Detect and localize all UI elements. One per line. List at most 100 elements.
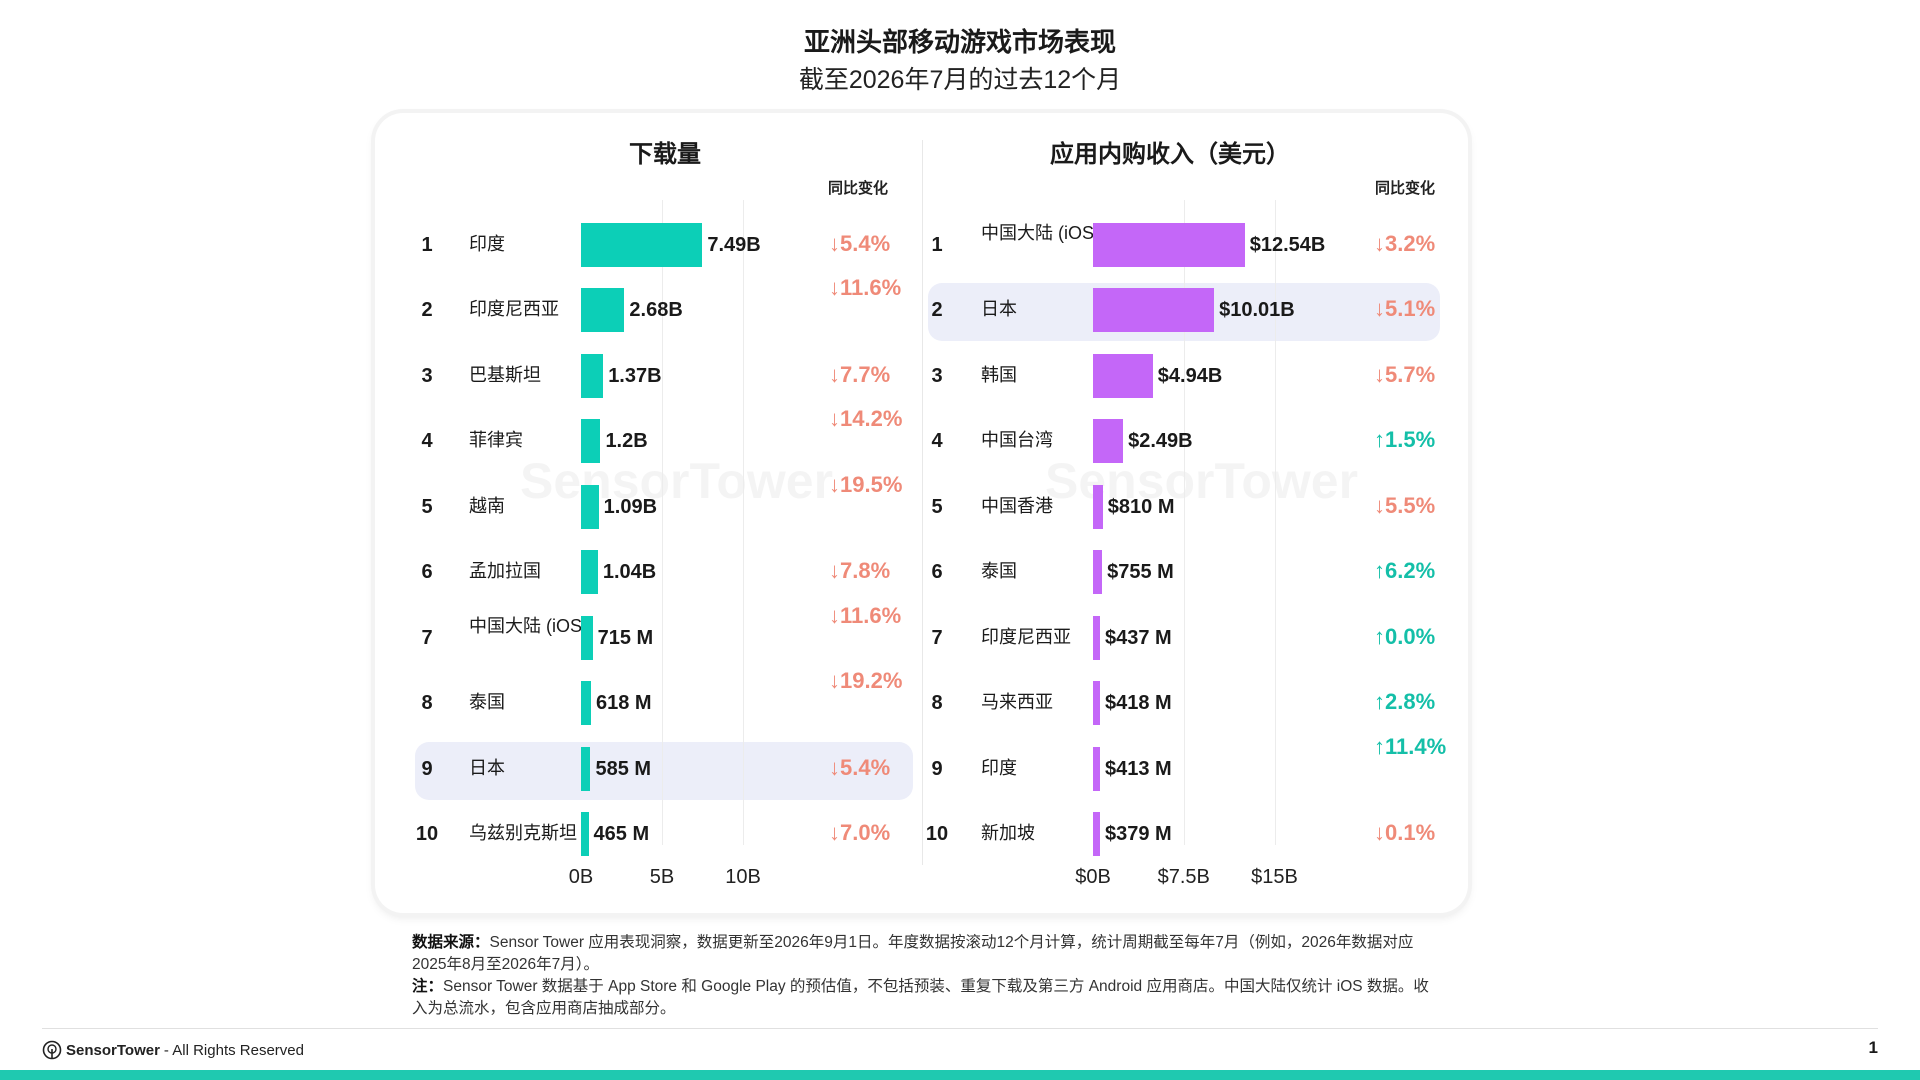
revenue-rank: 10 bbox=[925, 823, 949, 845]
downloads-x-tick-label: 10B bbox=[725, 866, 761, 888]
revenue-value-label: $12.54B bbox=[1249, 234, 1326, 256]
note-label: 注： bbox=[412, 978, 444, 995]
revenue-x-tick-label: $7.5B bbox=[1157, 866, 1210, 888]
downloads-country-label: 菲律宾 bbox=[469, 430, 523, 450]
revenue-yoy-change: ↓0.1% bbox=[1374, 820, 1436, 845]
revenue-country-label: 中国香港 bbox=[981, 496, 1053, 516]
revenue-rank: 6 bbox=[931, 561, 943, 583]
revenue-country-label: 中国台湾 bbox=[981, 430, 1053, 450]
revenue-value-label: $755 M bbox=[1107, 561, 1174, 583]
revenue-bar bbox=[1093, 419, 1124, 463]
downloads-value-label: 1.09B bbox=[603, 496, 658, 518]
downloads-country-label: 越南 bbox=[469, 496, 505, 516]
downloads-rank: 7 bbox=[421, 627, 433, 649]
downloads-yoy-change: ↓7.7% bbox=[829, 362, 891, 387]
revenue-bar bbox=[1093, 288, 1215, 332]
downloads-panel-title: 下载量 bbox=[629, 141, 701, 168]
downloads-highlight-row bbox=[415, 742, 913, 800]
downloads-country-label: 泰国 bbox=[469, 692, 505, 712]
downloads-value-label: 618 M bbox=[596, 692, 652, 714]
revenue-country-label: 印度 bbox=[981, 758, 1017, 778]
panel-divider bbox=[922, 140, 923, 865]
revenue-value-label: $437 M bbox=[1105, 627, 1172, 649]
downloads-bar bbox=[581, 550, 598, 594]
revenue-value-label: $418 M bbox=[1105, 692, 1172, 714]
downloads-country-label: 印度 bbox=[469, 234, 505, 254]
downloads-value-label: 1.37B bbox=[608, 365, 662, 387]
revenue-bar bbox=[1093, 747, 1100, 791]
page-subtitle: 截至2026年7月的过去12个月 bbox=[798, 66, 1122, 94]
downloads-yoy-change: ↓7.0% bbox=[829, 820, 891, 845]
downloads-rank: 10 bbox=[415, 823, 439, 845]
downloads-bar bbox=[581, 485, 599, 529]
revenue-country-label: 韩国 bbox=[981, 365, 1017, 385]
revenue-value-label: $10.01B bbox=[1219, 299, 1295, 321]
revenue-yoy-change: ↑1.5% bbox=[1374, 427, 1436, 452]
revenue-gridline bbox=[1274, 200, 1276, 845]
revenue-rank: 3 bbox=[931, 365, 943, 387]
disclaimer-note: 注：Sensor Tower 数据基于 App Store 和 Google P… bbox=[412, 976, 1442, 1020]
downloads-value-label: 1.04B bbox=[602, 561, 657, 583]
downloads-value-label: 715 M bbox=[597, 627, 654, 649]
revenue-rank: 9 bbox=[931, 758, 943, 780]
downloads-x-tick-label: 5B bbox=[649, 866, 675, 888]
revenue-country-label: 中国大陆 (iOS) bbox=[981, 223, 1100, 243]
downloads-value-label: 465 M bbox=[593, 823, 650, 845]
downloads-rank: 8 bbox=[421, 692, 433, 714]
downloads-yoy-change: ↓14.2% bbox=[829, 406, 903, 431]
downloads-yoy-header: 同比变化 bbox=[828, 180, 889, 197]
downloads-yoy-change: ↓11.6% bbox=[829, 275, 902, 300]
revenue-value-label: $2.49B bbox=[1128, 430, 1193, 452]
revenue-yoy-change: ↑0.0% bbox=[1374, 624, 1436, 649]
downloads-x-tick-label: 0B bbox=[568, 866, 594, 888]
revenue-x-tick-label: $15B bbox=[1251, 866, 1298, 888]
downloads-country-label: 乌兹别克斯坦 bbox=[469, 823, 577, 843]
downloads-gridline bbox=[743, 200, 744, 845]
revenue-bar bbox=[1093, 681, 1100, 725]
bottom-accent-bar bbox=[0, 1070, 1920, 1080]
downloads-rank: 3 bbox=[421, 365, 433, 387]
revenue-bar bbox=[1093, 485, 1103, 529]
revenue-yoy-change: ↑11.4% bbox=[1374, 734, 1447, 759]
downloads-country-label: 巴基斯坦 bbox=[469, 365, 541, 385]
downloads-yoy-change: ↓19.5% bbox=[829, 472, 903, 497]
revenue-panel-title: 应用内购收入（美元） bbox=[1050, 141, 1290, 168]
revenue-rank: 4 bbox=[931, 430, 943, 452]
page-title: 亚洲头部移动游戏市场表现 bbox=[803, 27, 1116, 57]
downloads-yoy-change: ↓19.2% bbox=[829, 668, 903, 693]
revenue-rank: 1 bbox=[931, 234, 943, 256]
downloads-rank: 4 bbox=[421, 430, 433, 452]
revenue-gridline bbox=[1183, 200, 1185, 845]
revenue-yoy-change: ↓5.1% bbox=[1374, 296, 1436, 321]
footer-brand: SensorTower - All Rights Reserved bbox=[42, 1040, 304, 1060]
downloads-country-label: 日本 bbox=[469, 758, 505, 778]
downloads-value-label: 1.2B bbox=[605, 430, 648, 452]
revenue-value-label: $413 M bbox=[1105, 758, 1172, 780]
revenue-country-label: 日本 bbox=[981, 299, 1017, 319]
footer-rights: - All Rights Reserved bbox=[163, 1041, 304, 1059]
revenue-yoy-header: 同比变化 bbox=[1375, 180, 1436, 197]
downloads-country-label: 中国大陆 (iOS) bbox=[469, 616, 588, 636]
note-text: Sensor Tower 数据基于 App Store 和 Google Pla… bbox=[412, 978, 1429, 1017]
downloads-rank: 9 bbox=[421, 758, 433, 780]
downloads-rank: 6 bbox=[421, 561, 433, 583]
downloads-gridline bbox=[662, 200, 663, 845]
revenue-value-label: $379 M bbox=[1105, 823, 1172, 845]
revenue-country-label: 马来西亚 bbox=[981, 692, 1053, 712]
revenue-yoy-change: ↑2.8% bbox=[1374, 689, 1436, 714]
revenue-x-tick-label: $0B bbox=[1075, 866, 1111, 888]
downloads-rank: 2 bbox=[421, 299, 433, 321]
source-note: 数据来源：Sensor Tower 应用表现洞察，数据更新至2026年9月1日。… bbox=[412, 932, 1442, 976]
downloads-yoy-change: ↓5.4% bbox=[829, 755, 891, 780]
downloads-bar bbox=[581, 616, 593, 660]
downloads-value-label: 2.68B bbox=[629, 299, 683, 321]
downloads-yoy-change: ↓5.4% bbox=[829, 231, 891, 256]
revenue-bar bbox=[1093, 616, 1100, 660]
downloads-bar bbox=[581, 288, 625, 332]
revenue-value-label: $810 M bbox=[1107, 496, 1175, 518]
downloads-yoy-change: ↓7.8% bbox=[829, 558, 891, 583]
footer-divider bbox=[42, 1028, 1878, 1029]
revenue-bar bbox=[1093, 550, 1103, 594]
downloads-bar bbox=[581, 223, 703, 267]
downloads-value-label: 585 M bbox=[595, 758, 652, 780]
